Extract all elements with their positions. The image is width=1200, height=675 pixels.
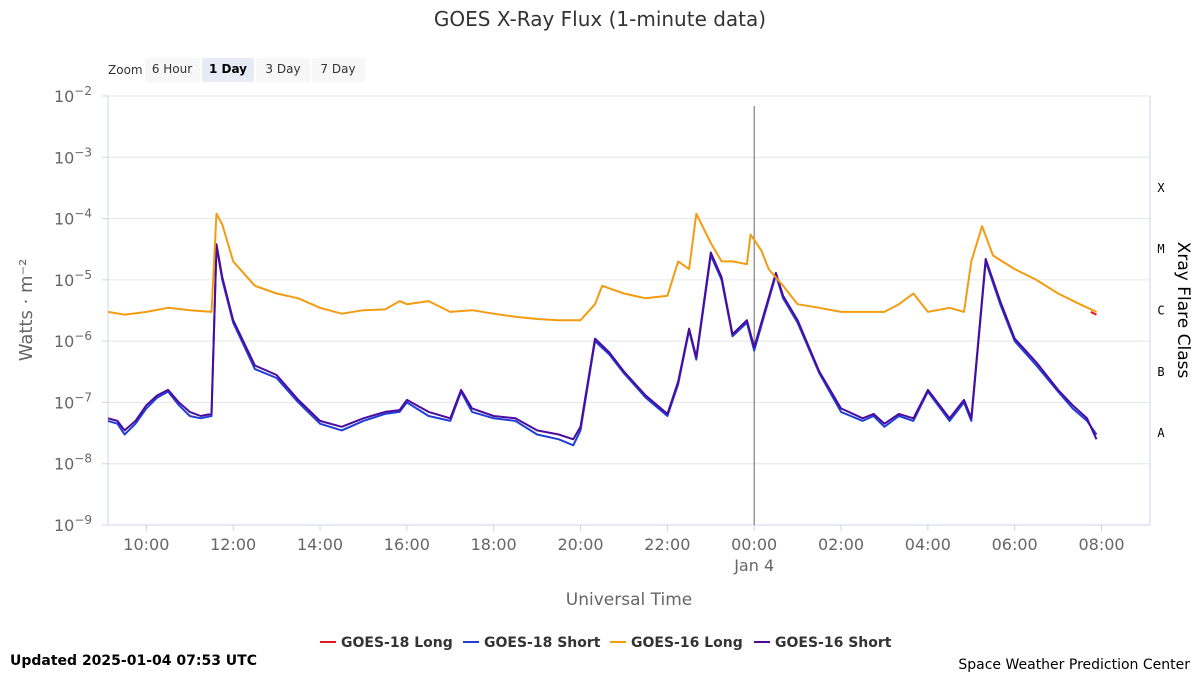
zoom-button-1-day-label[interactable]: 1 Day <box>209 62 247 76</box>
flare-class-label: B <box>1157 365 1164 379</box>
zoom-controls: Zoom 6 Hour 1 Day 3 Day 7 Day <box>108 58 365 82</box>
zoom-button-6-hour-bg[interactable] <box>145 58 200 82</box>
axes <box>107 96 1151 526</box>
legend-item[interactable]: GOES-16 Long <box>610 635 743 651</box>
legend: GOES-18 Long GOES-18 Short GOES-16 Long GOE… <box>320 635 892 651</box>
y-tick-exponent: −8 <box>74 452 92 466</box>
flare-class-label: C <box>1157 304 1164 318</box>
zoom-label: Zoom <box>108 63 143 77</box>
zoom-button-6-hour-label[interactable]: 6 Hour <box>152 62 192 76</box>
y-tick-label: 10−9 <box>54 513 92 535</box>
y-tick-label: 10−5 <box>54 268 92 290</box>
y-tick-label: 10−3 <box>54 145 92 167</box>
y-tick-exponent: −3 <box>74 145 92 159</box>
x-tick-label: 02:00 <box>818 535 864 554</box>
y-tick-base: 10 <box>54 148 74 167</box>
x-tick-label: 10:00 <box>123 535 169 554</box>
legend-label[interactable]: GOES-18 Short <box>484 635 601 651</box>
flare-class-label: A <box>1157 426 1165 440</box>
flare-class-label: M <box>1157 242 1164 256</box>
legend-item[interactable]: GOES-18 Short <box>463 635 601 651</box>
credit-text: Space Weather Prediction Center <box>958 657 1190 673</box>
y-tick-base: 10 <box>54 210 74 229</box>
zoom-button-3-day[interactable]: 3 Day <box>256 58 310 82</box>
x-tick-label: 22:00 <box>644 535 690 554</box>
y-tick-exponent: −4 <box>74 207 92 221</box>
legend-item[interactable]: GOES-16 Short <box>754 635 892 651</box>
x-date-label: Jan 4 <box>733 556 774 575</box>
y-tick-base: 10 <box>54 271 74 290</box>
legend-label[interactable]: GOES-16 Long <box>631 635 743 651</box>
y-tick-exponent: −7 <box>74 390 92 404</box>
zoom-button-7-day[interactable]: 7 Day <box>312 58 365 82</box>
x-tick-label: 20:00 <box>557 535 603 554</box>
y-tick-exponent: −5 <box>74 268 92 282</box>
series-line-goes-16-short <box>107 243 1098 441</box>
zoom-button-6-hour[interactable]: 6 Hour <box>145 58 200 82</box>
x-tick-label: 04:00 <box>905 535 951 554</box>
legend-label[interactable]: GOES-16 Short <box>775 635 892 651</box>
x-axis-title: Universal Time <box>566 590 692 610</box>
x-tick-labels: 10:00 12:00 14:00 16:00 18:00 20:00 22:00 00:00… <box>123 525 1125 575</box>
y-tick-base: 10 <box>54 393 74 412</box>
x-tick-label: 12:00 <box>210 535 256 554</box>
x-tick-label: 14:00 <box>297 535 343 554</box>
series-line-goes-16-long <box>107 212 1097 322</box>
legend-label[interactable]: GOES-18 Long <box>341 635 453 651</box>
y-tick-label: 10−4 <box>54 207 92 229</box>
series-line-goes-18-long <box>1090 310 1097 316</box>
y-tick-base: 10 <box>54 332 74 351</box>
y-tick-base: 10 <box>54 516 74 535</box>
y-tick-exponent: −9 <box>74 513 92 527</box>
series-lines <box>107 212 1098 447</box>
zoom-button-1-day-bg[interactable] <box>202 58 254 82</box>
zoom-button-3-day-bg[interactable] <box>256 58 310 82</box>
y-tick-base: 10 <box>54 455 74 474</box>
x-tick-label: 18:00 <box>471 535 517 554</box>
y-tick-label: 10−7 <box>54 390 92 412</box>
y-tick-label: 10−8 <box>54 452 92 474</box>
y-tick-base: 10 <box>54 87 74 106</box>
zoom-button-7-day-label[interactable]: 7 Day <box>320 62 355 76</box>
x-tick-label: 08:00 <box>1078 535 1124 554</box>
updated-timestamp: Updated 2025-01-04 07:53 UTC <box>10 653 257 669</box>
grid-lines <box>102 95 1150 526</box>
y-tick-label: 10−6 <box>54 329 92 351</box>
flare-class-labels: A B C M X <box>1157 181 1165 440</box>
x-tick-label: 16:00 <box>384 535 430 554</box>
y-axis-title: Watts · m⁻² <box>16 259 37 362</box>
zoom-button-3-day-label[interactable]: 3 Day <box>265 62 300 76</box>
y-tick-exponent: −2 <box>74 84 92 98</box>
x-tick-label: 00:00 <box>731 535 777 554</box>
flare-class-axis-title: Xray Flare Class <box>1173 242 1193 379</box>
legend-item[interactable]: GOES-18 Long <box>320 635 453 651</box>
flare-class-label: X <box>1157 181 1165 195</box>
y-tick-exponent: −6 <box>74 329 92 343</box>
chart-title: GOES X-Ray Flux (1-minute data) <box>434 7 766 31</box>
x-tick-label: 06:00 <box>992 535 1038 554</box>
y-tick-label: 10−2 <box>54 84 92 106</box>
y-tick-labels: 10−910−810−710−610−510−410−310−2 <box>54 84 92 535</box>
zoom-button-1-day[interactable]: 1 Day <box>202 58 254 82</box>
zoom-button-7-day-bg[interactable] <box>312 58 365 82</box>
